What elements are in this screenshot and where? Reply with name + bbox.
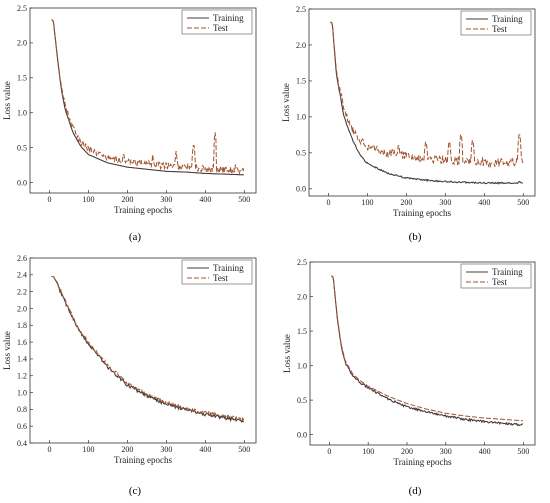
y-tick-label: 0.0 — [297, 430, 307, 439]
plot-frame — [29, 257, 257, 444]
x-tick-label: 400 — [479, 447, 491, 456]
x-tick-label: 100 — [362, 447, 374, 456]
x-tick-label: 400 — [199, 195, 211, 204]
y-tick-label: 0.6 — [17, 422, 27, 431]
plot-frame — [309, 261, 536, 446]
y-tick-label: 1.0 — [17, 109, 27, 118]
y-tick-label: 2.5 — [296, 5, 306, 14]
x-tick-label: 300 — [440, 447, 452, 456]
chart-panel-a: 0 100 200 300 400 500 0.0 0.5 1.0 1.5 2.0 2.5 Traini… — [2, 4, 257, 243]
y-tick-label: 2.0 — [17, 39, 27, 48]
legend-entry-training: Training — [213, 263, 244, 273]
series-line-training — [330, 275, 524, 427]
y-tick-label: 0.5 — [297, 396, 307, 405]
x-tick-label: 200 — [400, 198, 412, 207]
x-tick-label: 200 — [121, 445, 133, 454]
y-tick-label: 0.8 — [17, 405, 27, 414]
series-line-test — [51, 19, 245, 176]
series-line-test — [330, 21, 524, 169]
chart-panel-b: 0 100 200 300 400 500 0.0 0.5 1.0 1.5 2.0 2.5 Traini… — [281, 5, 536, 243]
x-tick-label: 100 — [82, 195, 94, 204]
x-tick-label: 0 — [47, 195, 51, 204]
y-axis-label: Loss value — [2, 81, 12, 120]
x-tick-label: 400 — [199, 445, 211, 454]
x-axis-label: Training epochs — [393, 208, 451, 218]
y-tick-label: 1.4 — [17, 355, 27, 364]
x-tick-label: 0 — [326, 198, 330, 207]
y-tick-label: 2.6 — [17, 254, 27, 263]
y-tick-label: 0.5 — [296, 149, 306, 158]
legend-entry-test: Test — [492, 277, 507, 287]
y-axis-label: Loss value — [281, 83, 291, 122]
legend-box — [181, 9, 253, 35]
y-tick-label: 2.0 — [17, 304, 27, 313]
x-axis-label: Training epochs — [394, 457, 452, 467]
x-tick-label: 500 — [517, 198, 529, 207]
legend-box — [460, 263, 532, 289]
chart-panel-d: 0 100 200 300 400 500 0.0 0.5 1.0 1.5 2.0 2.5 Traini… — [282, 258, 536, 497]
legend-entry-training: Training — [492, 267, 523, 277]
y-tick-label: 1.2 — [17, 372, 27, 381]
y-tick-label: 2.0 — [297, 292, 307, 301]
legend-entry-training: Training — [213, 13, 244, 23]
x-axis-label: Training epochs — [114, 205, 172, 215]
x-axis-label: Training epochs — [114, 455, 172, 465]
y-tick-label: 0.5 — [17, 143, 27, 152]
y-tick-label: 2.5 — [17, 4, 27, 13]
y-tick-label: 0.0 — [17, 178, 27, 187]
panel-caption: (b) — [409, 231, 422, 243]
x-tick-label: 300 — [439, 198, 451, 207]
legend-entry-training: Training — [492, 14, 523, 24]
plot-frame — [29, 7, 257, 194]
x-tick-label: 0 — [47, 445, 51, 454]
x-tick-label: 200 — [401, 447, 413, 456]
legend-box — [181, 259, 253, 285]
panel-caption: (c) — [129, 485, 142, 497]
y-tick-label: 2.4 — [17, 271, 27, 280]
x-tick-label: 500 — [238, 445, 250, 454]
panel-caption: (d) — [409, 485, 422, 497]
legend-entry-test: Test — [213, 273, 228, 283]
y-tick-label: 0.4 — [17, 439, 27, 448]
series-line-test — [51, 276, 245, 422]
x-tick-label: 100 — [82, 445, 94, 454]
y-tick-label: 2.2 — [17, 287, 27, 296]
y-tick-label: 1.5 — [297, 327, 307, 336]
series-line-training — [330, 21, 523, 185]
chart-panel-c: 0 100 200 300 400 500 0.4 0.6 0.8 1.0 1.2 1.4 1.6 1.8… — [2, 254, 257, 497]
x-tick-label: 300 — [160, 445, 172, 454]
legend-entry-test: Test — [492, 24, 507, 34]
y-tick-label: 1.0 — [17, 388, 27, 397]
x-tick-label: 500 — [517, 447, 529, 456]
y-tick-label: 0.0 — [296, 185, 306, 194]
y-tick-label: 1.5 — [17, 74, 27, 83]
x-tick-label: 100 — [361, 198, 373, 207]
panel-caption: (a) — [129, 231, 142, 243]
series-line-test — [331, 275, 524, 422]
y-tick-label: 1.6 — [17, 338, 27, 347]
y-axis-label: Loss value — [2, 331, 12, 370]
y-axis-label: Loss value — [282, 334, 292, 373]
x-tick-label: 400 — [478, 198, 490, 207]
y-tick-label: 1.5 — [296, 77, 306, 86]
y-tick-label: 1.0 — [296, 113, 306, 122]
x-tick-label: 0 — [327, 447, 331, 456]
x-tick-label: 200 — [121, 195, 133, 204]
legend-box — [460, 10, 532, 36]
legend-entry-test: Test — [213, 23, 228, 33]
y-tick-label: 2.5 — [297, 258, 307, 267]
y-tick-label: 1.8 — [17, 321, 27, 330]
y-tick-label: 2.0 — [296, 41, 306, 50]
y-tick-label: 1.0 — [297, 361, 307, 370]
x-tick-label: 300 — [160, 195, 172, 204]
series-line-training — [51, 19, 244, 176]
x-tick-label: 500 — [238, 195, 250, 204]
plot-frame — [308, 8, 536, 197]
series-line-training — [51, 275, 245, 424]
